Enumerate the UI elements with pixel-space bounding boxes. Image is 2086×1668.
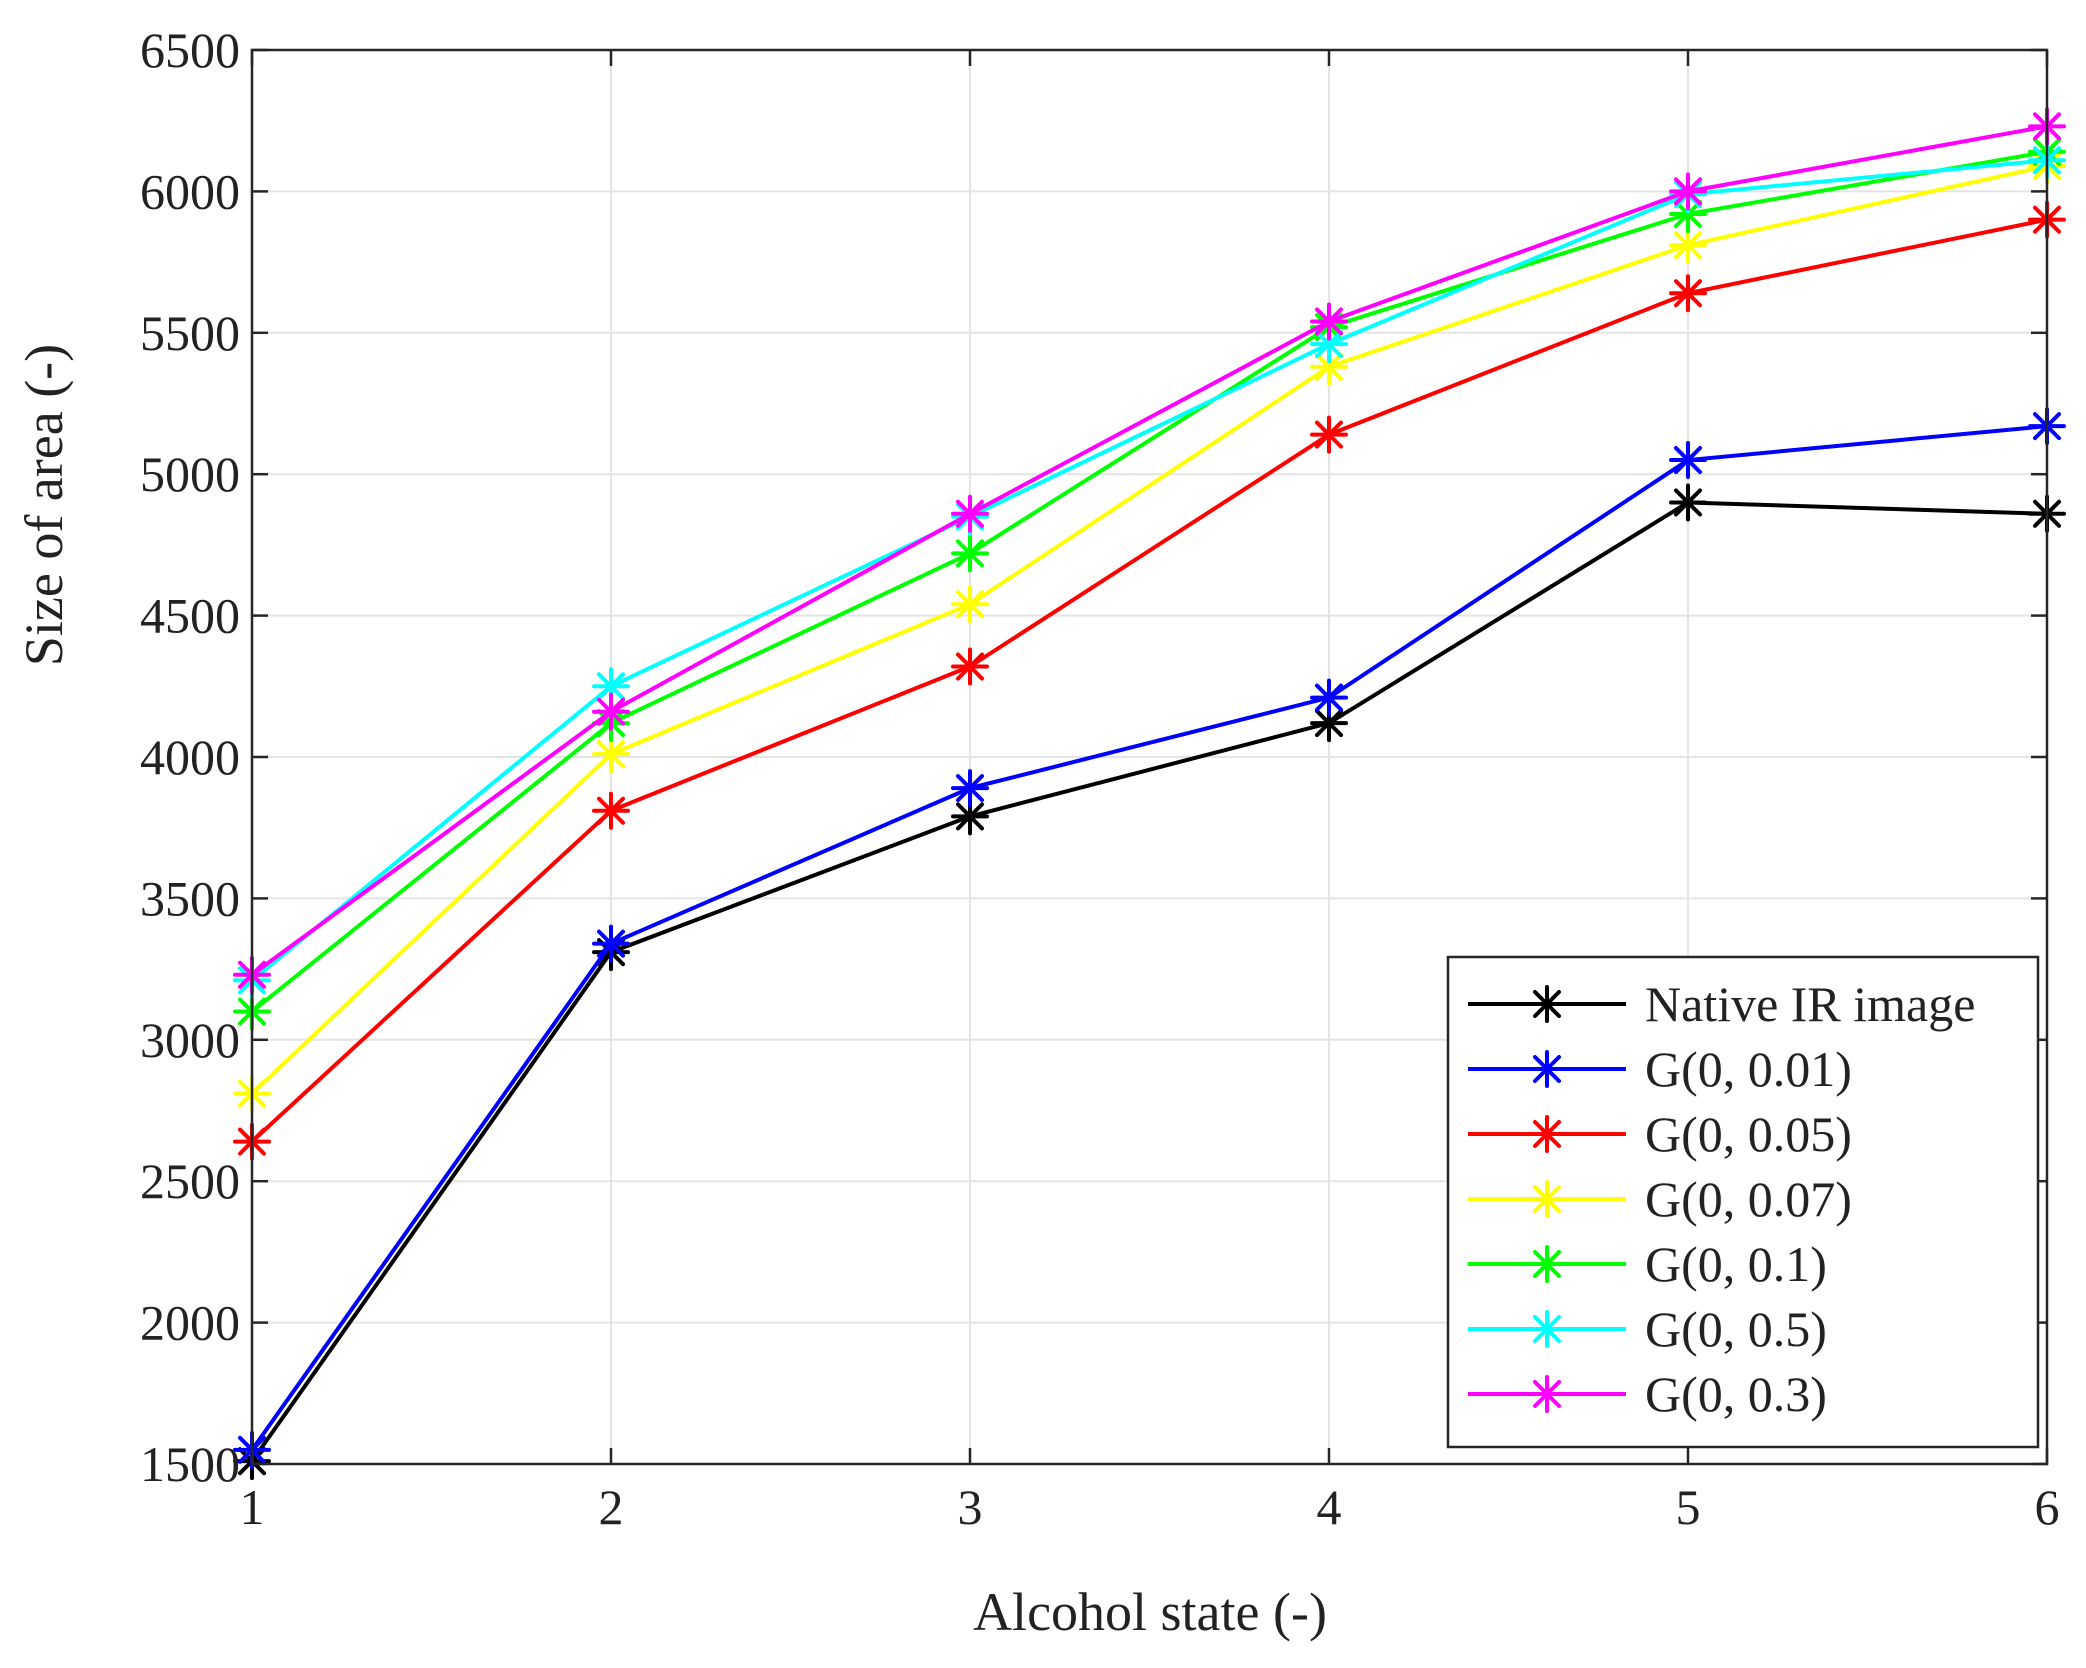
data-point — [592, 924, 630, 963]
legend-marker — [1528, 1050, 1566, 1088]
data-point — [951, 585, 989, 624]
series-6 — [233, 107, 2066, 994]
legend-marker — [1528, 1115, 1566, 1153]
x-tick-label: 6 — [2035, 1479, 2060, 1535]
legend-marker — [1528, 1180, 1566, 1218]
y-tick-label: 6500 — [140, 22, 240, 78]
data-point — [1310, 347, 1348, 386]
data-point — [1310, 302, 1348, 341]
legend-marker — [1528, 985, 1566, 1023]
series-line — [250, 163, 2048, 1095]
legend-item[interactable]: G(0, 0.1) — [1468, 1236, 1827, 1292]
x-tick-label: 2 — [599, 1479, 624, 1535]
data-point — [1310, 704, 1348, 743]
y-tick-label: 4500 — [140, 588, 240, 644]
y-tick-label: 3500 — [140, 870, 240, 926]
legend-label: G(0, 0.01) — [1645, 1041, 1852, 1097]
legend-item[interactable]: G(0, 0.01) — [1468, 1041, 1852, 1097]
data-point — [592, 735, 630, 774]
data-point — [1669, 441, 1707, 480]
legend-marker — [1528, 1245, 1566, 1283]
data-point — [1669, 274, 1707, 313]
legend-label: G(0, 0.5) — [1645, 1301, 1827, 1357]
legend-item[interactable]: G(0, 0.5) — [1468, 1301, 1827, 1357]
x-axis-label: Alcohol state (-) — [973, 1582, 1327, 1642]
y-tick-label: 2000 — [140, 1295, 240, 1351]
x-tick-label: 3 — [958, 1479, 983, 1535]
legend-marker — [1528, 1375, 1566, 1413]
data-point — [1669, 226, 1707, 265]
y-tick-label: 5500 — [140, 305, 240, 361]
legend-label: Native IR image — [1645, 976, 1975, 1032]
data-point — [951, 647, 989, 686]
legend[interactable]: Native IR image G(0, 0.01) G(0, 0.05) G(0, … — [1446, 955, 2040, 1449]
data-point — [1310, 415, 1348, 454]
legend-marker — [1528, 1310, 1566, 1348]
series-line — [250, 124, 2048, 977]
y-tick-label: 5000 — [140, 446, 240, 502]
data-point — [951, 769, 989, 808]
series-line — [250, 500, 2048, 1463]
axis-ticks: 1500 2000 2500 3000 3500 4000 4500 5000 5500 6000… — [140, 22, 2060, 1535]
y-tick-label: 4000 — [140, 729, 240, 785]
legend-item[interactable]: G(0, 0.05) — [1468, 1106, 1852, 1162]
data-point — [592, 692, 630, 731]
x-tick-label: 5 — [1676, 1479, 1701, 1535]
legend-label: G(0, 0.07) — [1645, 1171, 1852, 1227]
legend-item[interactable]: G(0, 0.07) — [1468, 1171, 1852, 1227]
legend-label: G(0, 0.05) — [1645, 1106, 1852, 1162]
legend-label: G(0, 0.1) — [1645, 1236, 1827, 1292]
legend-label: G(0, 0.3) — [1645, 1366, 1827, 1422]
series-line — [250, 158, 2048, 982]
x-tick-label: 1 — [240, 1479, 265, 1535]
y-tick-label: 6000 — [140, 163, 240, 219]
x-tick-label: 4 — [1317, 1479, 1342, 1535]
series-line — [250, 217, 2048, 1144]
data-point — [1669, 172, 1707, 211]
y-tick-label: 1500 — [140, 1436, 240, 1492]
legend-item[interactable]: Native IR image — [1468, 976, 1975, 1032]
y-axis-label: Size of area (-) — [14, 344, 74, 666]
y-tick-label: 3000 — [140, 1012, 240, 1068]
data-point — [951, 534, 989, 573]
data-point — [951, 494, 989, 533]
data-point — [592, 791, 630, 830]
legend-item[interactable]: G(0, 0.3) — [1468, 1366, 1827, 1422]
y-tick-label: 2500 — [140, 1153, 240, 1209]
data-point — [1310, 678, 1348, 717]
series-line — [250, 149, 2048, 1014]
data-point — [1669, 483, 1707, 522]
series-line — [250, 424, 2048, 1452]
